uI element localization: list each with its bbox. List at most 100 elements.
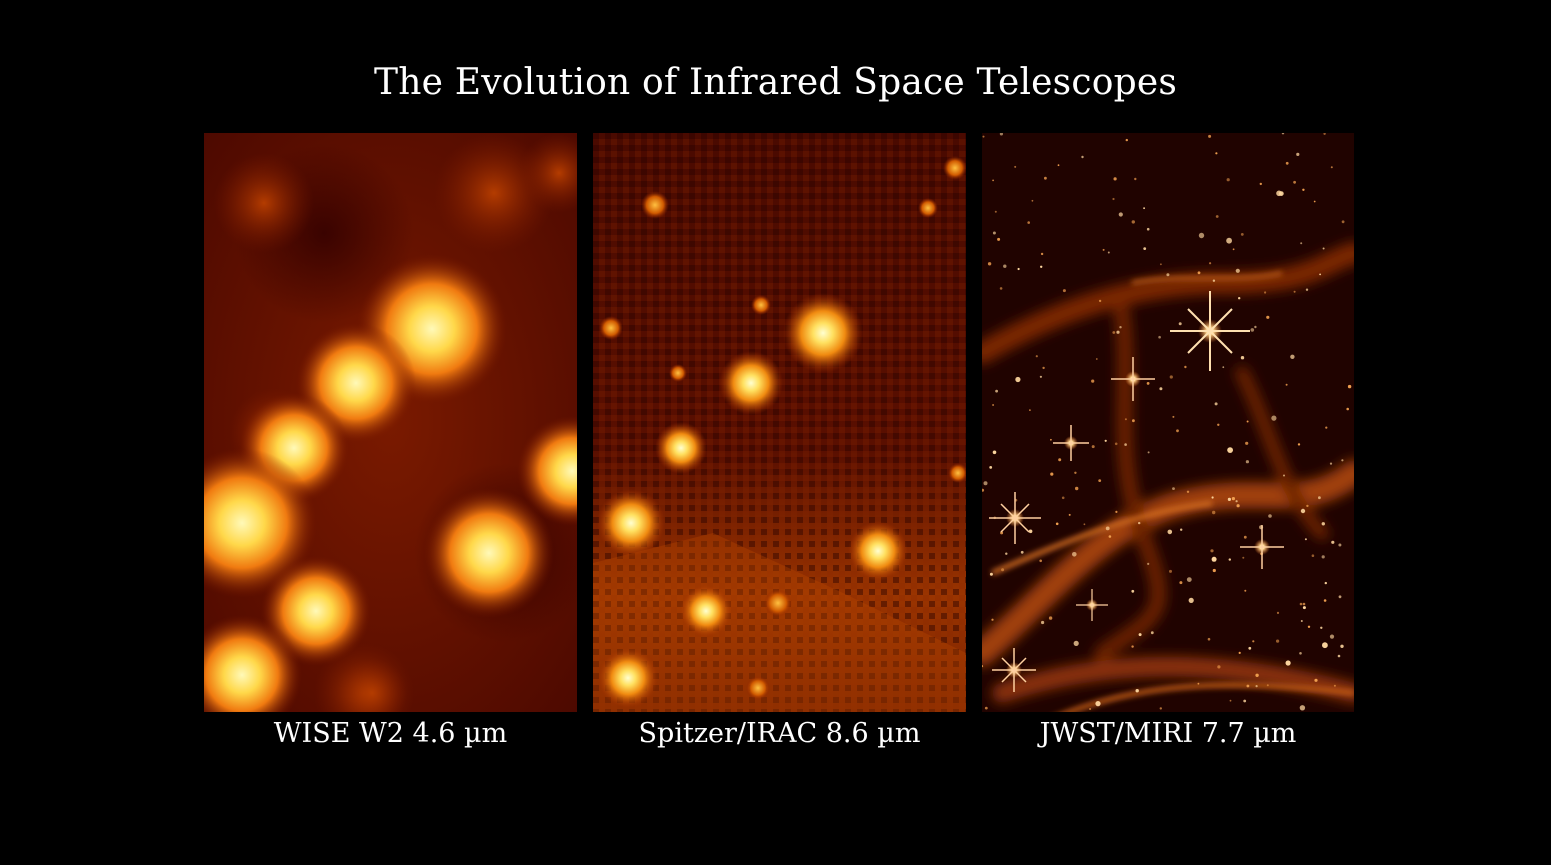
jwst-point-source (1300, 242, 1303, 245)
jwst-point-source (1158, 335, 1161, 339)
jwst-point-source (1321, 522, 1325, 526)
jwst-point-source (1211, 496, 1214, 499)
jwst-point-source (1319, 273, 1321, 276)
jwst-point-source (1285, 161, 1289, 165)
jwst-point-source (1146, 382, 1150, 385)
jwst-point-source (1215, 215, 1219, 218)
jwst-image (982, 133, 1354, 712)
jwst-point-source (1322, 642, 1328, 649)
jwst-point-source (1329, 634, 1335, 639)
jwst-point-source (1131, 589, 1135, 593)
jwst-point-source (987, 262, 992, 266)
jwst-point-source (1232, 248, 1235, 251)
jwst-point-source (994, 210, 997, 213)
jwst-point-source (1227, 497, 1231, 501)
jwst-point-source (1323, 599, 1327, 602)
jwst-point-source (1000, 531, 1004, 535)
jwst-point-source (1048, 616, 1053, 620)
jwst-point-source (995, 389, 998, 393)
jwst-point-source (1283, 474, 1285, 477)
jwst-point-source (1001, 568, 1005, 572)
jwst-point-source (1134, 177, 1137, 181)
jwst-bright-stars (989, 291, 1284, 692)
jwst-point-source (1178, 322, 1182, 326)
jwst-point-source (1246, 684, 1250, 688)
jwst-point-source (1240, 233, 1244, 236)
jwst-point-source (1116, 330, 1120, 334)
jwst-point-source (1259, 182, 1262, 186)
jwst-point-source (1073, 640, 1079, 646)
jwst-point-source (1172, 415, 1175, 418)
jwst-point-source (1042, 366, 1045, 370)
jwst-point-source (1029, 409, 1031, 411)
jwst-point-source (1091, 445, 1095, 449)
jwst-point-source (1313, 200, 1316, 203)
jwst-point-source (1089, 708, 1092, 710)
jwst-point-source (1321, 555, 1325, 559)
jwst-point-source (1214, 402, 1218, 406)
jwst-point-source (1304, 538, 1307, 541)
jwst-point-source (1255, 673, 1259, 677)
jwst-point-source (1167, 529, 1173, 535)
jwst-point-source (1186, 490, 1190, 493)
jwst-point-source (1243, 535, 1247, 539)
jwst-point-source (1226, 237, 1232, 244)
jwst-point-source (1325, 426, 1328, 429)
jwst-point-source (1166, 273, 1170, 277)
jwst-point-source (1050, 438, 1052, 441)
jwst-point-source (1035, 355, 1038, 358)
jwst-point-source (1068, 513, 1071, 516)
jwst-point-source (1318, 496, 1321, 500)
jwst-point-source (1172, 487, 1175, 490)
jwst-point-source (1138, 521, 1141, 525)
jwst-point-source (982, 665, 984, 668)
jwst-point-source (1217, 423, 1220, 426)
jwst-point-source (1083, 523, 1086, 526)
jwst-point-source (1245, 460, 1249, 464)
jwst-point-source (1333, 684, 1336, 687)
jwst-point-source (1118, 212, 1123, 217)
jwst-point-source (982, 488, 985, 492)
jwst-point-source (1299, 602, 1303, 606)
jwst-point-source (1307, 625, 1311, 628)
jwst-point-source (1143, 247, 1147, 250)
jwst-point-source (1329, 462, 1333, 465)
jwst-point-source (1102, 248, 1105, 251)
jwst-point-source (1340, 644, 1344, 648)
jwst-point-source (1266, 684, 1269, 687)
jwst-point-source (1074, 471, 1077, 474)
jwst-point-source (1207, 637, 1211, 641)
jwst-point-source (983, 481, 988, 486)
jwst-point-source (1020, 550, 1024, 554)
jwst-point-source (1302, 188, 1305, 191)
jwst-point-source (1091, 379, 1095, 383)
jwst-point-source (1039, 375, 1042, 378)
jwst-point-source (1299, 705, 1306, 711)
jwst-point-source (1212, 279, 1216, 282)
jwst-point-source (1338, 595, 1342, 599)
jwst-point-source (1293, 180, 1296, 184)
jwst-point-source (1240, 356, 1245, 360)
jwst-point-source (1176, 429, 1179, 433)
jwst-point-source (1323, 133, 1326, 135)
jwst-point-source (1095, 701, 1101, 707)
jwst-point-source (1062, 289, 1066, 293)
jwst-point-source (1238, 651, 1241, 655)
jwst-point-source (1209, 262, 1212, 265)
jwst-point-source (1255, 685, 1258, 688)
jwst-point-source (1297, 443, 1301, 446)
spitzer-caption: Spitzer/IRAC 8.6 µm (638, 718, 921, 749)
jwst-caption: JWST/MIRI 7.7 µm (1039, 718, 1297, 749)
jwst-point-source (1150, 631, 1154, 635)
jwst-point-source (1250, 328, 1255, 332)
jwst-point-source (1075, 486, 1079, 491)
jwst-point-source (1197, 271, 1201, 275)
jwst-point-source (1169, 569, 1172, 573)
jwst-point-source (1300, 620, 1303, 622)
jwst-point-source (1146, 227, 1150, 231)
jwst-point-source (1211, 556, 1217, 562)
jwst-point-source (1184, 365, 1187, 369)
jwst-point-source (1114, 442, 1118, 446)
slide-title: The Evolution of Infrared Space Telescop… (373, 62, 1178, 103)
jwst-point-source (1314, 678, 1318, 682)
